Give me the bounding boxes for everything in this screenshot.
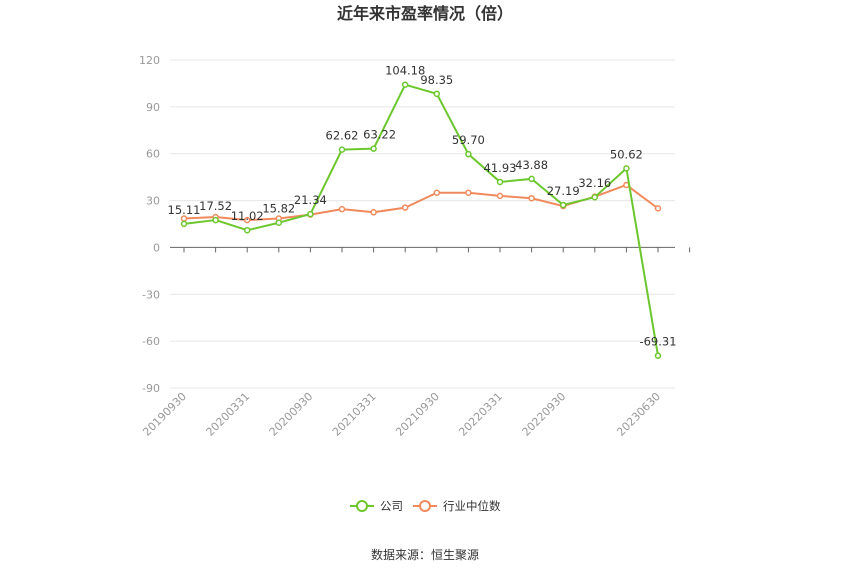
x-tick-label: 20200331 (204, 390, 253, 439)
y-tick-label: 60 (146, 148, 160, 161)
data-label: 104.18 (385, 64, 425, 78)
data-label: 41.93 (484, 161, 517, 175)
x-tick-label: 20210930 (393, 390, 442, 439)
data-point (465, 150, 472, 158)
data-label: 15.82 (262, 202, 295, 216)
grid-lines (170, 59, 675, 389)
data-label: 63.22 (363, 128, 396, 142)
data-point (370, 145, 377, 152)
y-tick-label: -90 (142, 382, 160, 395)
y-tick-label: 90 (146, 101, 160, 114)
data-label: 50.62 (610, 147, 643, 161)
data-label: -69.31 (639, 335, 676, 349)
data-point (559, 201, 567, 209)
y-tick-label: -60 (142, 335, 160, 348)
legend-swatch-marker (356, 500, 368, 512)
data-point (370, 209, 377, 216)
y-tick-label: -30 (142, 288, 160, 301)
data-point (591, 193, 599, 201)
data-point (243, 226, 251, 234)
data-point (180, 220, 188, 228)
y-tick-label: 120 (139, 54, 160, 67)
data-point (528, 175, 535, 183)
data-label: 98.35 (420, 73, 453, 87)
data-point (496, 178, 504, 186)
legend-item-0[interactable]: 公司 (350, 499, 403, 513)
x-tick-label: 20220331 (456, 390, 505, 439)
data-point (338, 146, 346, 153)
data-point (307, 210, 314, 218)
data-label: 27.19 (547, 184, 580, 198)
x-tick-label: 20210331 (330, 390, 379, 439)
data-point (465, 189, 472, 197)
y-tick-label: 0 (153, 241, 160, 254)
data-label: 15.11 (168, 203, 201, 217)
data-point (654, 205, 662, 212)
data-point (338, 205, 346, 213)
data-label: 21.34 (294, 193, 327, 207)
y-tick-label: 30 (146, 195, 160, 208)
data-point (401, 204, 409, 211)
data-point (654, 352, 662, 359)
data-label: 32.16 (578, 176, 611, 190)
data-point (212, 216, 219, 224)
x-tick-label: 20200930 (267, 390, 316, 439)
data-label: 43.88 (515, 158, 548, 172)
legend-swatch-marker (419, 500, 431, 512)
data-point (433, 189, 441, 197)
x-axis: 20190930 20200331 20200930 20210331 20210930… (140, 246, 691, 439)
x-tick-label: 20220930 (520, 390, 569, 439)
data-label: 59.70 (452, 133, 485, 147)
data-label: 11.02 (231, 209, 264, 223)
x-tick-label: 20230630 (614, 390, 663, 439)
data-point (528, 194, 535, 202)
legend-item-1[interactable]: 行业中位数 (413, 499, 501, 513)
data-point (275, 219, 283, 226)
data-point (623, 165, 630, 172)
series-line-0 (183, 83, 659, 356)
chart-title: 近年来市盈率情况（倍） (337, 4, 513, 23)
source-note: 数据来源：恒生聚源 (371, 547, 479, 562)
data-point (496, 192, 504, 200)
x-tick-label: 20190930 (140, 390, 189, 439)
legend-label: 行业中位数 (443, 499, 501, 513)
legend[interactable]: 公司 行业中位数 (350, 499, 501, 513)
data-point (243, 216, 251, 224)
data-label: 17.52 (199, 199, 232, 213)
data-point (401, 81, 409, 88)
data-label: 62.62 (326, 129, 359, 143)
y-axis-ticks: 120 90 60 30 0 -30 -60 -90 (139, 54, 160, 395)
legend-label: 公司 (380, 499, 403, 513)
series-lines (180, 81, 662, 359)
data-point (433, 90, 441, 98)
